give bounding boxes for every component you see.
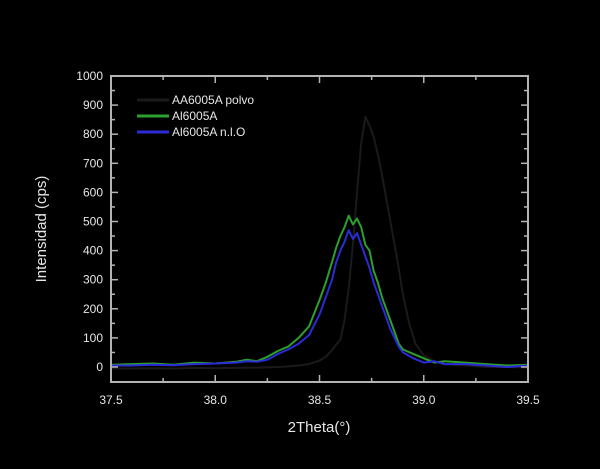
- legend-item: Al6005A n.l.O: [137, 125, 245, 139]
- x-tick-label: 38.5: [308, 393, 332, 407]
- y-tick-label: 700: [83, 156, 103, 170]
- series-line: [111, 229, 529, 368]
- y-axis-title: Intensidad (cps): [33, 176, 50, 283]
- legend-item: AA6005A polvo: [137, 93, 254, 107]
- y-tick-label: 800: [83, 127, 103, 141]
- legend: AA6005A polvo Al6005A Al6005A n.l.O: [137, 93, 254, 139]
- legend-item: Al6005A: [137, 109, 217, 123]
- legend-label: Al6005A: [172, 109, 217, 123]
- legend-label: Al6005A n.l.O: [172, 125, 245, 139]
- series-line: [110, 214, 529, 367]
- y-tick-label: 600: [83, 185, 103, 199]
- y-tick-label: 300: [83, 273, 103, 287]
- y-tick-label: 0: [96, 360, 103, 374]
- x-tick-label: 39.5: [516, 393, 540, 407]
- legend-label: AA6005A polvo: [172, 93, 254, 107]
- plot-series: [110, 115, 529, 370]
- series-line: [111, 115, 529, 370]
- y-axis: 0 100 200 300 400 500 600 700 800 900 1000: [76, 69, 528, 374]
- y-tick-label: 500: [83, 215, 103, 229]
- y-tick-label: 100: [83, 331, 103, 345]
- x-tick-label: 38.0: [204, 393, 228, 407]
- y-tick-label: 900: [83, 98, 103, 112]
- y-tick-label: 200: [83, 302, 103, 316]
- x-axis: 37.5 38.0 38.5 39.0 39.5: [99, 76, 540, 407]
- x-tick-label: 37.5: [99, 393, 123, 407]
- x-axis-title: 2Theta(°): [288, 419, 351, 436]
- y-tick-label: 1000: [76, 69, 103, 83]
- x-tick-label: 39.0: [412, 393, 436, 407]
- y-tick-label: 400: [83, 244, 103, 258]
